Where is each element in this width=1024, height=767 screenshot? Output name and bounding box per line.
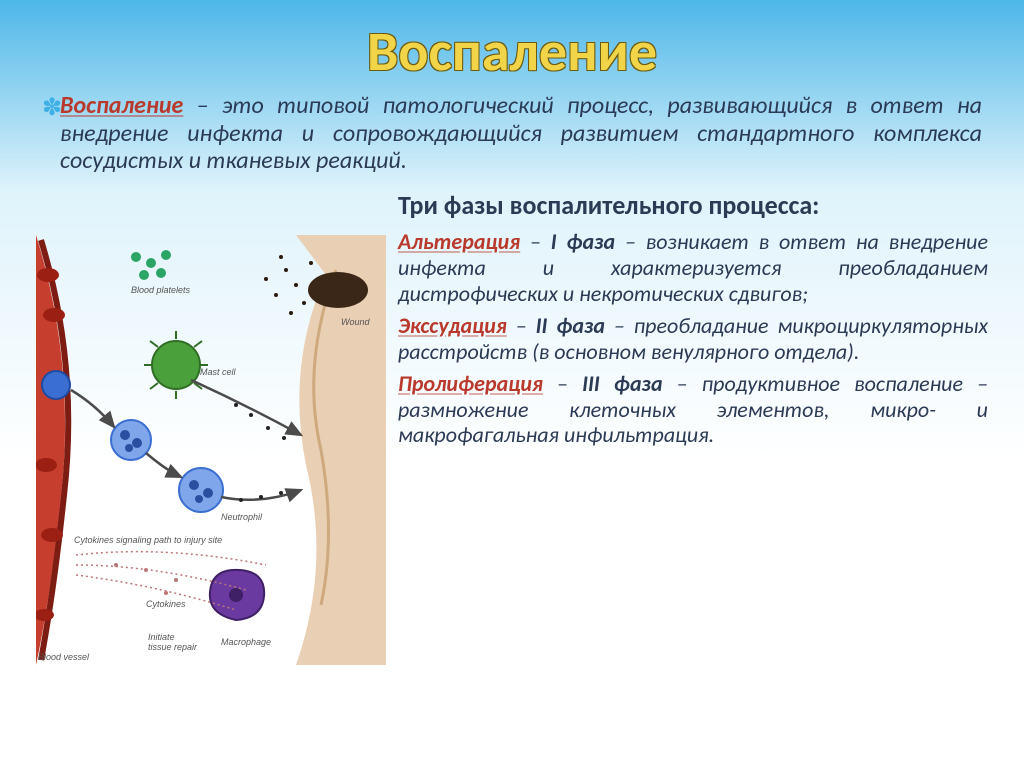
label-neutrophil: Neutrophil [221,512,263,522]
phase-name: Пролиферация [398,370,543,397]
definition-paragraph: ✽ Воспаление – это типовой патологически… [42,92,982,175]
label-repair: Initiate [148,632,175,642]
content-row: Blood platelets Mast cell Neutrophil Wou… [36,189,988,670]
definition-text: – это типовой патологический процесс, ра… [60,91,982,175]
phase-number: II фаза [536,312,605,339]
slide: Воспаление ✽ Воспаление – это типовой па… [0,0,1024,767]
phase-name: Экссудация [398,312,507,339]
phases-heading: Три фазы воспалительного процесса: [398,189,988,221]
phase-number: I фаза [551,228,615,255]
label-signal: Cytokines signaling path to injury site [74,535,222,545]
label-mast: Mast cell [200,367,237,377]
phase-proliferation: Пролиферация – III фаза – продуктивное в… [398,371,988,449]
inflammation-diagram: Blood platelets Mast cell Neutrophil Wou… [36,235,386,670]
label-cytokines: Cytokines [146,599,186,609]
phase-alteration: Альтерация – I фаза – возникает в ответ … [398,229,988,307]
phase-name: Альтерация [398,228,520,255]
phase-number: III фаза [582,370,662,397]
label-wound: Wound [341,317,371,327]
phase-exsudation: Экссудация – II фаза – преобладание микр… [398,313,988,365]
slide-title: Воспаление [36,18,988,86]
bullet-icon: ✽ [42,94,62,122]
label-vessel: Blood vessel [38,652,90,662]
label-platelets: Blood platelets [131,285,191,295]
diagram-svg: Blood platelets Mast cell Neutrophil Wou… [36,235,386,665]
phases-column: Три фазы воспалительного процесса: Альте… [398,189,988,670]
svg-text:tissue repair: tissue repair [148,642,198,652]
label-macrophage: Macrophage [221,637,271,647]
definition-term: Воспаление [60,91,183,120]
